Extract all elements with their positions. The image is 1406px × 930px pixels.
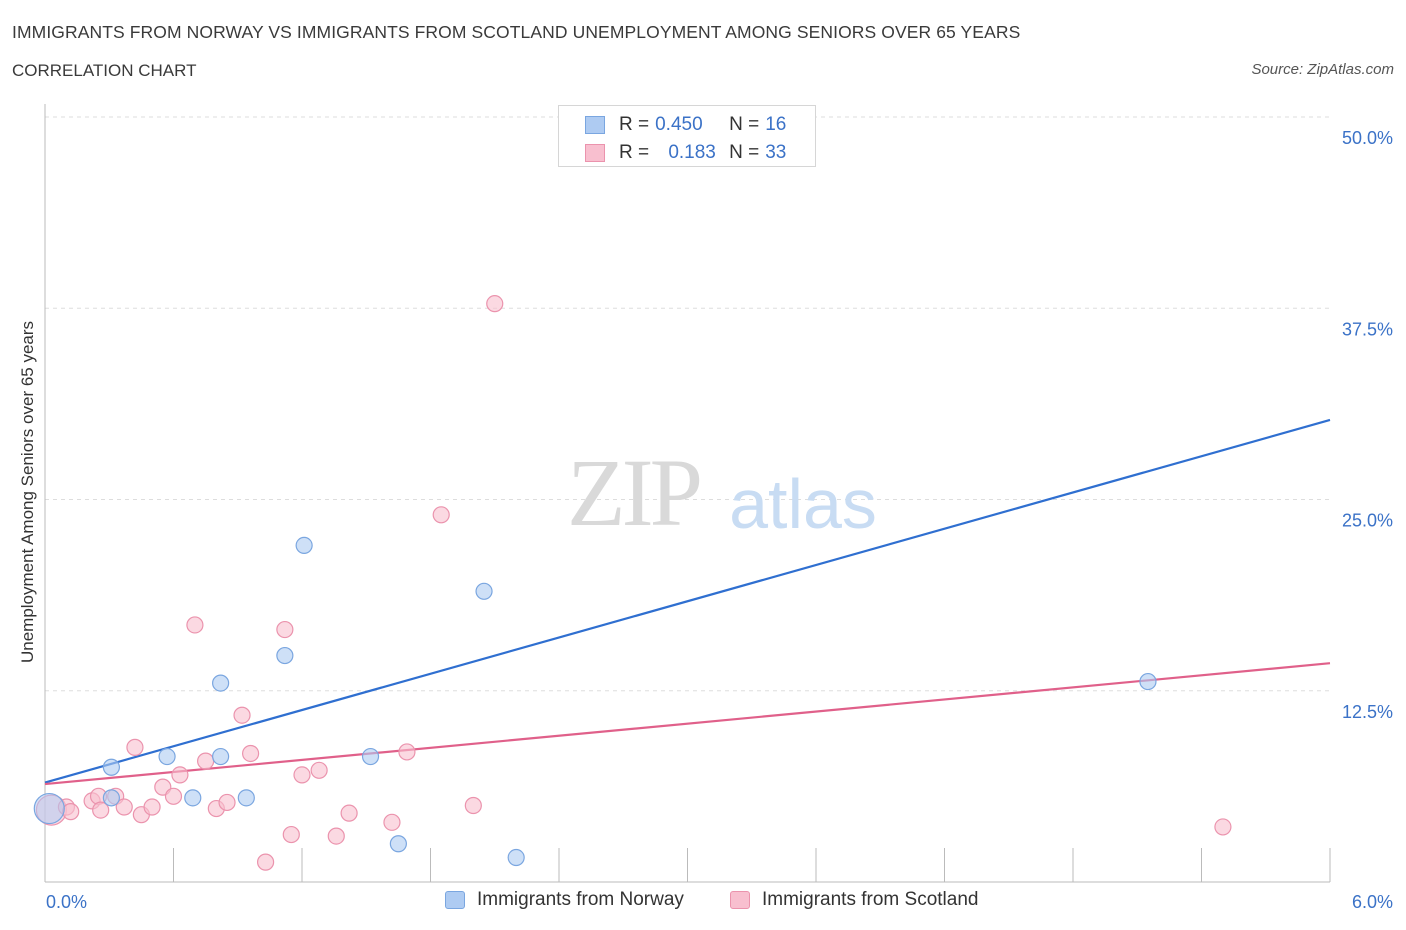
legend-r-value-scotland: 0.183	[668, 142, 716, 163]
legend-swatch-scotland	[730, 891, 750, 909]
series-legend: Immigrants from Norway Immigrants from S…	[0, 889, 1406, 915]
axis-layer	[44, 104, 1331, 883]
point-scotland	[340, 804, 358, 822]
point-scotland	[242, 744, 260, 763]
point-norway	[389, 835, 407, 853]
point-scotland	[256, 853, 275, 871]
legend-r-label: R =	[619, 114, 650, 135]
y-tick-label: 37.5%	[1342, 319, 1393, 339]
grid-layer	[45, 116, 1330, 692]
watermark-atlas: atlas	[729, 465, 877, 543]
point-norway	[184, 789, 202, 807]
point-scotland	[92, 801, 110, 819]
point-norway	[507, 848, 525, 867]
point-scotland	[293, 766, 311, 784]
legend-r-label: R =	[619, 142, 650, 163]
y-tick-label: 25.0%	[1342, 511, 1393, 531]
point-norway	[212, 674, 230, 692]
legend-n-value-norway: 16	[765, 114, 787, 135]
point-scotland	[126, 738, 144, 756]
point-scotland	[1214, 818, 1232, 836]
y-axis-label: Unemployment Among Seniors over 65 years	[18, 320, 37, 664]
point-scotland	[327, 827, 345, 845]
point-norway	[33, 792, 65, 825]
trend-line-norway	[44, 418, 1331, 784]
legend-swatch-norway	[445, 891, 465, 909]
point-scotland	[171, 766, 189, 784]
point-scotland	[197, 752, 215, 770]
point-norway	[158, 747, 176, 766]
stats-legend: R = 0.450 N = 16 R = 0.183 N = 33	[558, 105, 816, 167]
point-norway	[361, 747, 380, 766]
point-scotland	[282, 825, 300, 844]
legend-row-scotland: R = 0.183 N = 33	[585, 141, 786, 165]
point-scotland	[143, 798, 161, 816]
point-scotland	[62, 803, 80, 821]
legend-n-label: N =	[729, 142, 760, 163]
watermark: ZIP atlas	[567, 439, 877, 546]
trend-line-scotland	[44, 662, 1331, 786]
point-scotland	[164, 787, 183, 805]
y-tick-label: 12.5%	[1342, 702, 1393, 722]
legend-n-label: N =	[729, 114, 760, 135]
point-norway	[475, 582, 493, 600]
point-norway	[102, 758, 120, 776]
source-credit: Source: ZipAtlas.com	[1251, 61, 1394, 78]
point-scotland	[276, 620, 294, 639]
point-scotland	[233, 706, 251, 724]
point-scotland	[310, 761, 328, 779]
legend-n-value-scotland: 33	[765, 142, 787, 163]
point-scotland	[432, 506, 450, 524]
legend-row-norway: R = 0.450 N = 16	[585, 113, 786, 137]
point-norway	[102, 789, 120, 807]
legend-swatch-scotland	[585, 144, 605, 162]
legend-swatch-norway	[585, 116, 605, 134]
point-scotland	[464, 796, 482, 815]
legend-item-scotland[interactable]: Immigrants from Scotland	[730, 889, 978, 911]
point-scotland	[398, 743, 416, 761]
point-scotland	[186, 616, 204, 634]
trend-layer	[44, 418, 1331, 786]
legend-item-norway[interactable]: Immigrants from Norway	[445, 889, 684, 911]
point-norway	[237, 789, 255, 807]
point-norway	[212, 747, 230, 766]
point-norway	[295, 536, 313, 555]
point-norway	[1139, 672, 1157, 691]
chart-subtitle: CORRELATION CHART	[12, 61, 197, 80]
watermark-zip: ZIP	[567, 439, 700, 546]
point-scotland	[115, 798, 133, 816]
point-scotland	[218, 793, 236, 812]
chart-title: IMMIGRANTS FROM NORWAY VS IMMIGRANTS FRO…	[12, 22, 1021, 42]
x-tick-label: 0.0%	[46, 892, 87, 912]
x-tick-label: 6.0%	[1352, 892, 1393, 912]
point-scotland	[486, 295, 504, 313]
legend-label-scotland: Immigrants from Scotland	[762, 889, 979, 910]
point-norway	[276, 646, 294, 665]
legend-label-norway: Immigrants from Norway	[477, 889, 684, 910]
point-scotland	[383, 813, 401, 831]
points-layer	[33, 108, 1232, 871]
y-tick-label: 50.0%	[1342, 128, 1393, 148]
legend-r-value-norway: 0.450	[655, 114, 703, 135]
tick-label-layer: 12.5% 25.0% 37.5% 50.0% 0.0% 6.0%	[46, 128, 1393, 912]
